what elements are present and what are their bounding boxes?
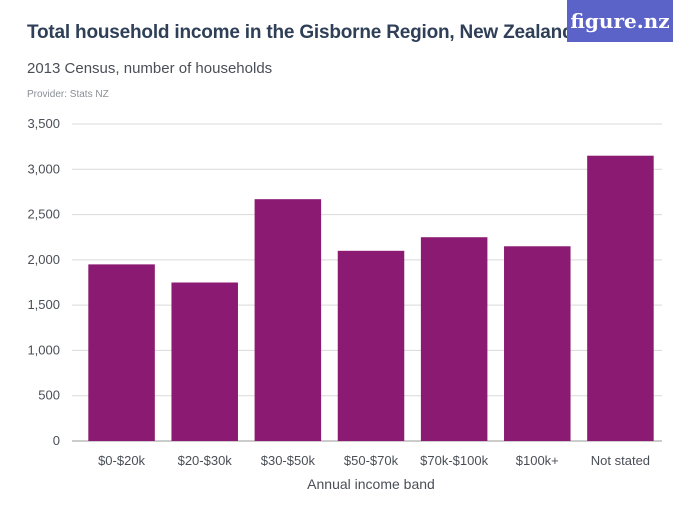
y-tick-label: 1,000	[27, 342, 60, 357]
x-tick-label: Not stated	[591, 453, 650, 468]
x-axis-title: Annual income band	[307, 476, 435, 492]
y-tick-label: 1,500	[27, 297, 60, 312]
bar[interactable]	[504, 246, 571, 441]
bar[interactable]	[587, 155, 654, 441]
y-axis: 0 500 1,000 1,500 2,000 2,500 3,000 3,500	[27, 116, 60, 448]
bar[interactable]	[420, 237, 488, 441]
x-tick-label: $70k-$100k	[420, 453, 488, 468]
y-tick-label: 3,000	[27, 161, 60, 176]
x-tick-label: $30-$50k	[261, 453, 316, 468]
figure-nz-logo[interactable]: figure.nz	[567, 0, 673, 42]
bar[interactable]	[171, 282, 238, 442]
y-tick-label: 0	[53, 433, 60, 448]
bar[interactable]	[88, 264, 155, 441]
bar[interactable]	[337, 250, 405, 441]
x-tick-label: $20-$30k	[178, 453, 233, 468]
y-tick-label: 2,000	[27, 252, 60, 267]
bars	[88, 155, 654, 442]
x-axis: $0-$20k $20-$30k $30-$50k $50-$70k $70k-$100…	[98, 453, 650, 468]
x-tick-label: $0-$20k	[98, 453, 145, 468]
y-tick-label: 2,500	[27, 207, 60, 222]
chart-subtitle: 2013 Census, number of households	[27, 60, 273, 77]
data-provider: Provider: Stats NZ	[27, 89, 109, 100]
y-tick-label: 3,500	[27, 116, 60, 131]
chart-title: Total household income in the Gisborne R…	[27, 22, 574, 43]
x-tick-label: $100k+	[516, 453, 559, 468]
x-tick-label: $50-$70k	[344, 453, 399, 468]
y-tick-label: 500	[38, 388, 60, 403]
bar[interactable]	[254, 199, 322, 441]
